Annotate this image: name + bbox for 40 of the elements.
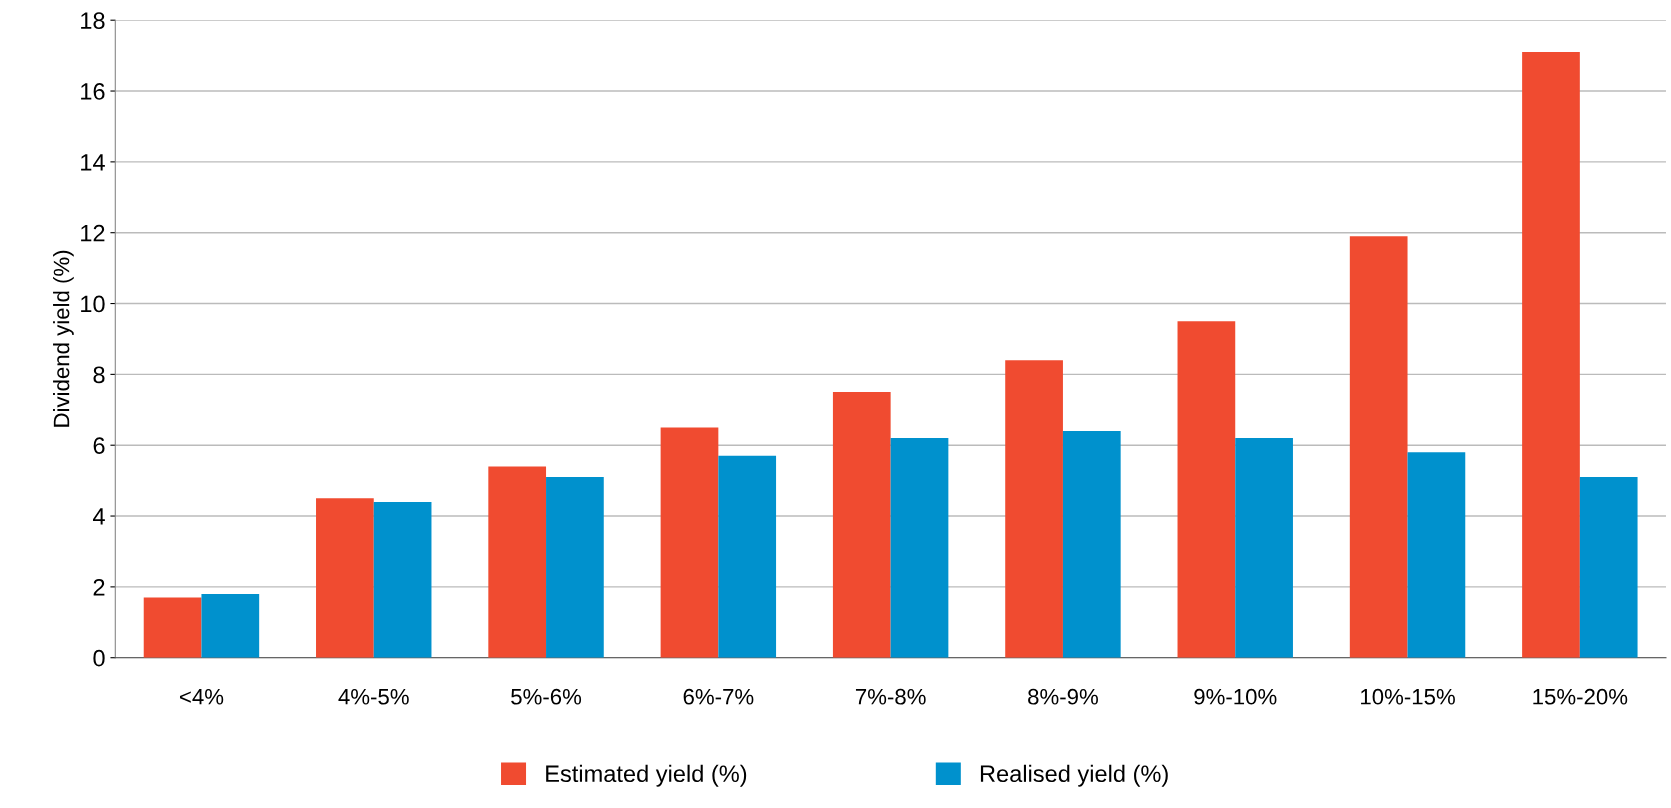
bar — [890, 438, 949, 658]
bar — [201, 593, 260, 658]
y-tick-label: 6 — [93, 437, 105, 454]
x-tick-label: 15%-20% — [1533, 688, 1628, 705]
y-axis-title: Dividend yield (%) — [53, 250, 74, 427]
bar — [546, 477, 604, 658]
x-tick-label: 6%-7% — [683, 688, 754, 705]
bar — [1522, 52, 1580, 658]
x-tick-label: 8%-9% — [1028, 688, 1098, 705]
x-tick-label: 5%-6% — [511, 688, 582, 705]
y-tick-label: 4 — [92, 508, 105, 525]
y-tick-label: 14 — [81, 154, 105, 171]
bar — [1235, 438, 1293, 658]
y-tick-label: 12 — [81, 224, 105, 242]
bar — [1177, 321, 1236, 658]
bar — [316, 498, 374, 658]
bar — [488, 466, 547, 658]
x-tick-label: 7%-8% — [855, 688, 926, 705]
legend-label: Estimated yield (%) — [546, 764, 747, 787]
bar — [143, 597, 202, 658]
x-tick-label: 9%-10% — [1194, 688, 1277, 705]
y-tick-label: 18 — [81, 12, 105, 29]
bar — [1349, 236, 1408, 658]
y-tick-label: 10 — [81, 295, 105, 313]
bar — [718, 455, 777, 658]
x-tick-label: 10%-15% — [1361, 688, 1455, 705]
x-tick-label: <4% — [180, 688, 224, 705]
y-tick-label: 2 — [93, 578, 105, 596]
bar — [373, 501, 432, 658]
bar — [1579, 477, 1638, 658]
bar — [832, 392, 891, 658]
y-tick-label: 0 — [93, 649, 105, 667]
x-tick-label: 4%-5% — [338, 688, 409, 705]
y-tick-label: 8 — [93, 366, 105, 384]
bar — [660, 427, 719, 658]
bar — [1062, 431, 1121, 658]
bar — [1005, 360, 1063, 658]
bar — [1407, 452, 1466, 658]
y-tick-label: 16 — [81, 83, 105, 100]
legend-label: Realised yield (%) — [980, 764, 1168, 787]
